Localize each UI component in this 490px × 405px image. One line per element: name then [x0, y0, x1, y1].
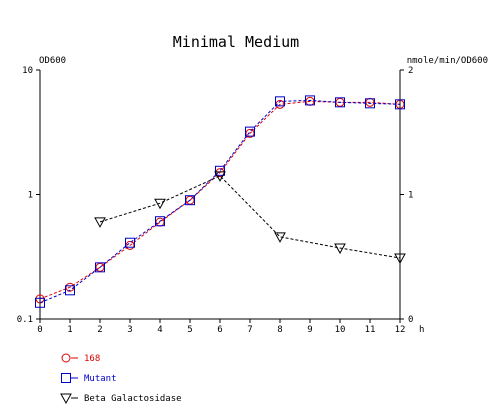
data-point — [35, 297, 45, 308]
series-line — [39, 100, 401, 300]
series-1 — [35, 95, 405, 308]
legend-entry-1: Mutant — [61, 373, 117, 384]
left-axis-label: OD600 — [39, 56, 66, 66]
data-point — [274, 232, 286, 243]
right-tick-label: 2 — [408, 66, 413, 76]
x-tick-label: 11 — [365, 325, 376, 335]
data-point — [334, 243, 346, 255]
data-point — [95, 262, 105, 273]
right-tick-label: 0 — [408, 315, 413, 325]
data-point — [94, 217, 106, 228]
legend-marker — [60, 393, 72, 405]
right-axis-label: nmole/min/OD600 — [407, 56, 488, 66]
x-axis-unit-label: h — [419, 325, 424, 335]
data-point — [394, 253, 406, 265]
x-tick-label: 6 — [217, 325, 222, 335]
x-tick-label: 1 — [67, 325, 72, 335]
right-tick-label: 1 — [408, 191, 413, 201]
data-point — [395, 99, 405, 110]
series-line — [39, 99, 401, 304]
series-line — [99, 175, 401, 259]
data-point — [245, 126, 255, 137]
data-point — [215, 165, 225, 176]
data-point — [65, 285, 75, 296]
legend-label: Beta Galactosidase — [84, 394, 182, 404]
legend-entry-0: 168 — [61, 353, 100, 364]
data-point — [125, 237, 135, 248]
legend-label: 168 — [84, 354, 100, 364]
legend-entry-2: Beta Galactosidase — [60, 393, 182, 405]
legend-marker — [61, 353, 71, 363]
data-point — [214, 171, 226, 182]
x-tick-label: 7 — [247, 325, 252, 335]
data-point — [185, 195, 195, 206]
series-0 — [35, 96, 405, 304]
left-tick-label: 0.1 — [17, 315, 33, 325]
x-tick-label: 12 — [395, 325, 406, 335]
x-tick-label: 10 — [335, 325, 346, 335]
series-2 — [94, 171, 406, 265]
x-tick-label: 8 — [277, 325, 282, 335]
data-point — [305, 95, 315, 106]
x-tick-label: 0 — [37, 325, 42, 335]
series-layer — [35, 95, 406, 308]
legend: 168 Mutant Beta Galactosidase — [60, 353, 182, 405]
left-tick-label: 1 — [28, 191, 33, 201]
data-point — [365, 98, 375, 109]
x-tick-label: 9 — [307, 325, 312, 335]
data-point — [155, 217, 165, 227]
data-point — [275, 96, 285, 107]
legend-label: Mutant — [84, 374, 117, 384]
data-point — [335, 97, 345, 108]
x-tick-label: 4 — [157, 325, 162, 335]
legend-marker — [61, 373, 71, 383]
chart-title: Minimal Medium — [173, 33, 299, 51]
left-tick-label: 10 — [22, 66, 33, 76]
x-tick-label: 2 — [97, 325, 102, 335]
data-point — [155, 216, 165, 227]
data-point — [154, 198, 166, 210]
x-tick-label: 5 — [187, 325, 192, 335]
x-tick-label: 3 — [127, 325, 132, 335]
